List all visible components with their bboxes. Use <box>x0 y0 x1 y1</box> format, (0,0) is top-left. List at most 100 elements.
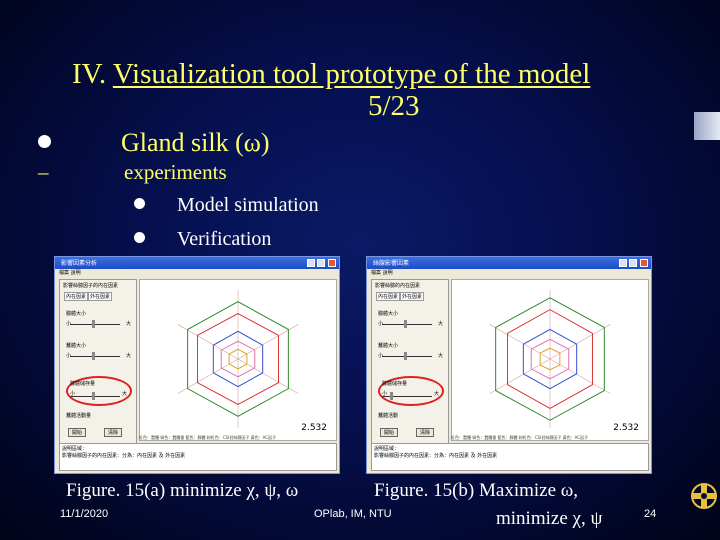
description-label: 說明區域： <box>374 446 400 452</box>
label-gland-storage: 腺體儲存量 <box>382 381 408 387</box>
window-title: 影響因素分析 <box>61 260 98 267</box>
description-area: 說明區域： 影響絲腺因子的內在因素：分為：內在因素 及 外在因素 <box>371 443 649 471</box>
label-small: 小 <box>70 391 76 397</box>
minimize-icon[interactable] <box>619 259 627 267</box>
label-large: 大 <box>122 391 128 397</box>
sub-item-label: Verification <box>177 228 272 250</box>
chart-legend: 紅色：蠶體 綠色：蠶體重 藍色：腺體 粉紅色：CSI對絲腺因子 黃色：AC因子 <box>139 435 277 440</box>
radar-series-blue <box>212 330 264 388</box>
start-button[interactable]: 開始 <box>68 428 87 437</box>
result-value: 2.532 <box>613 423 639 433</box>
radar-chart <box>451 279 649 441</box>
label-activity: 蠶體活動 <box>378 413 399 419</box>
group-title: 影響絲腺的內在因素 <box>375 283 421 289</box>
radar-series-red <box>197 313 279 406</box>
gland-storage-slider[interactable] <box>382 392 432 400</box>
factor-panel: 影響絲腺的內在因素 內在因素 外在因素 腺體大小 小 大 蠶體大小 小 大 腺體儲… <box>371 279 449 447</box>
factor-tabs: 內在因素 外在因素 <box>376 292 425 301</box>
tab-internal[interactable]: 內在因素 <box>64 292 89 301</box>
bullet-dot-icon <box>38 135 51 148</box>
close-icon[interactable] <box>640 259 648 267</box>
result-value: 2.532 <box>301 423 327 433</box>
radar-series-green <box>187 301 289 417</box>
label-small: 小 <box>382 391 388 397</box>
body-size-slider[interactable] <box>382 352 432 360</box>
description-text: 影響絲腺因子的內在因素：分為：內在因素 及 外在因素 <box>374 453 498 459</box>
highlight-oval <box>378 376 444 406</box>
title-number: IV. <box>72 58 107 90</box>
gland-size-slider[interactable] <box>70 320 120 328</box>
bullet-main: Gland silk (ω) <box>38 128 270 158</box>
window-titlebar: 絲腺影響因素 <box>367 257 651 269</box>
body-size-slider[interactable] <box>70 352 120 360</box>
bullet-dot-icon <box>134 198 145 209</box>
clear-button[interactable]: 清除 <box>416 428 435 437</box>
maximize-icon[interactable] <box>317 259 325 267</box>
title-text: Visualization tool prototype of the mode… <box>112 58 591 90</box>
radar-series-pink <box>530 338 570 380</box>
minimize-icon[interactable] <box>307 259 315 267</box>
caption-a: Figure. 15(a) minimize χ, ψ, ω <box>66 480 299 501</box>
dash-item-text: experiments <box>124 160 227 184</box>
label-gland-size: 腺體大小 <box>66 311 87 317</box>
menu-bar[interactable]: 檔案 說明 <box>371 270 393 276</box>
caption-b-line1: Figure. 15(b) Maximize ω, <box>374 480 579 501</box>
label-large: 大 <box>438 321 444 327</box>
menu-bar[interactable]: 檔案 說明 <box>59 270 81 276</box>
tab-external[interactable]: 外在因素 <box>88 292 113 301</box>
page-number: 24 <box>644 508 657 520</box>
label-body-size: 蠶體大小 <box>66 343 87 349</box>
bullet-dot-icon <box>134 232 145 243</box>
gland-size-slider[interactable] <box>382 320 432 328</box>
label-gland-size: 腺體大小 <box>378 311 399 317</box>
highlight-oval <box>66 376 132 406</box>
radar-series-orange <box>228 348 248 370</box>
radar-series-pink <box>220 340 256 378</box>
tab-internal[interactable]: 內在因素 <box>376 292 401 301</box>
close-icon[interactable] <box>328 259 336 267</box>
factor-tabs: 內在因素 外在因素 <box>64 292 113 301</box>
description-area: 說明區域： 影響絲腺因子的內在因素：分為：內在因素 及 外在因素 <box>59 443 337 471</box>
footer-date: 11/1/2020 <box>60 508 109 520</box>
bullet-main-text: Gland silk (ω) <box>121 128 270 157</box>
title-page: 5/23 <box>368 90 420 122</box>
description-text: 影響絲腺因子的內在因素：分為：內在因素 及 外在因素 <box>62 453 186 459</box>
radar-series-blue <box>522 328 578 390</box>
label-small: 小 <box>66 321 72 327</box>
slide-title: IV. Visualization tool prototype of the … <box>72 58 672 122</box>
screenshot-window-b: 絲腺影響因素 檔案 說明 影響絲腺的內在因素 內在因素 外在因素 腺體大小 小 大… <box>366 256 652 474</box>
label-small: 小 <box>378 353 384 359</box>
label-small: 小 <box>66 353 72 359</box>
tab-external[interactable]: 外在因素 <box>400 292 425 301</box>
maximize-icon[interactable] <box>629 259 637 267</box>
dash-item: – experiments <box>38 160 227 185</box>
university-logo-icon <box>691 483 717 509</box>
label-large: 大 <box>438 353 444 359</box>
description-label: 說明區域： <box>62 446 88 452</box>
radar-series-orange <box>539 347 561 371</box>
label-gland-storage: 腺體儲存量 <box>70 381 96 387</box>
gland-storage-slider[interactable] <box>70 392 120 400</box>
radar-spokes <box>177 289 299 429</box>
label-large: 大 <box>434 391 440 397</box>
label-body-size: 蠶體大小 <box>378 343 399 349</box>
sub-item-verification: Verification <box>134 228 271 251</box>
radar-chart <box>139 279 337 441</box>
label-large: 大 <box>126 353 132 359</box>
label-small: 小 <box>378 321 384 327</box>
screenshot-window-a: 影響因素分析 檔案 說明 影響絲腺因子的內在因素 內在因素 外在因素 腺體大小 小… <box>54 256 340 474</box>
label-activity: 蠶體活動量 <box>66 413 92 419</box>
corner-decoration <box>694 112 720 140</box>
label-large: 大 <box>126 321 132 327</box>
sub-item-simulation: Model simulation <box>134 194 319 217</box>
radar-series-red <box>507 309 593 409</box>
dash-marker: – <box>38 160 49 184</box>
radar-series-green <box>495 297 605 421</box>
caption-b-line2: minimize χ, ψ <box>496 508 603 529</box>
factor-panel: 影響絲腺因子的內在因素 內在因素 外在因素 腺體大小 小 大 蠶體大小 小 大 腺… <box>59 279 137 447</box>
start-button[interactable]: 開始 <box>380 428 399 437</box>
clear-button[interactable]: 清除 <box>104 428 123 437</box>
group-title: 影響絲腺因子的內在因素 <box>63 283 119 289</box>
window-titlebar: 影響因素分析 <box>55 257 339 269</box>
window-title: 絲腺影響因素 <box>373 260 410 267</box>
